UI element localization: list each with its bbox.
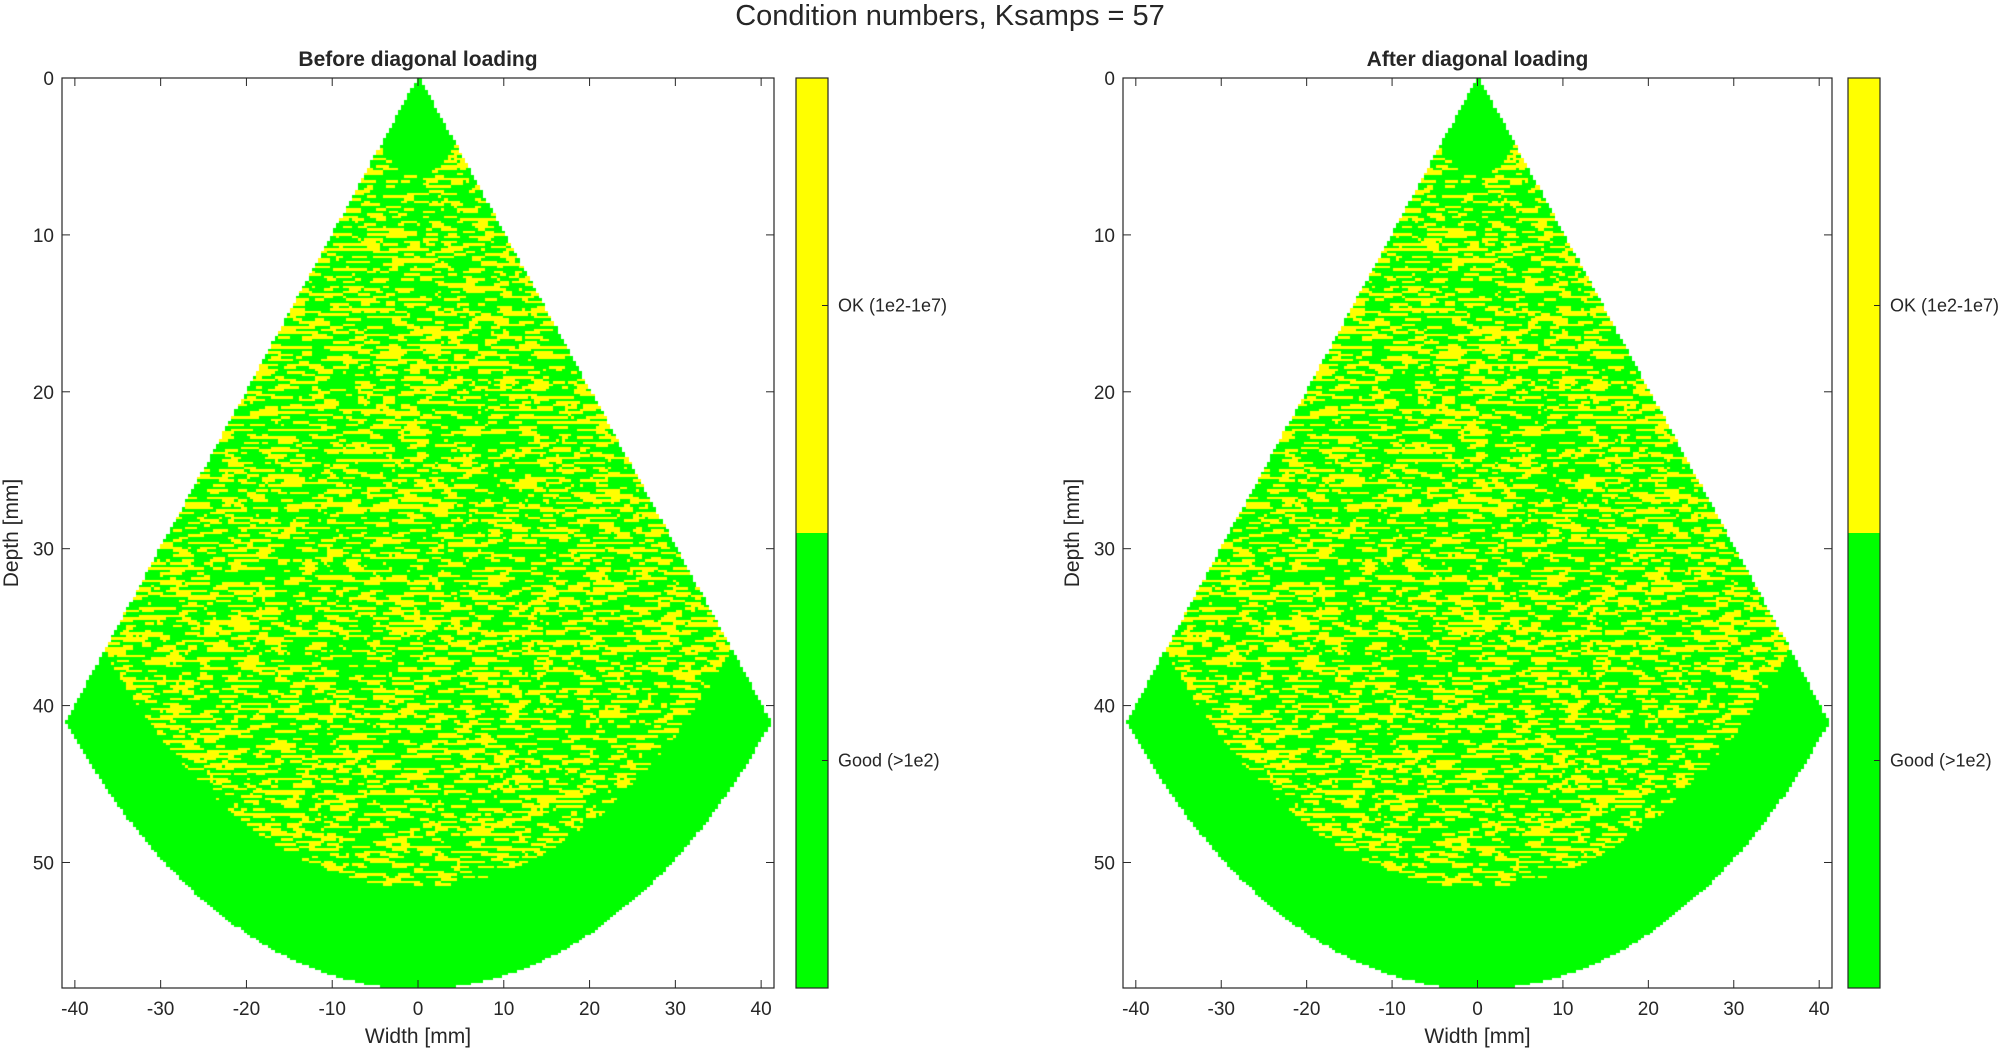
y-tick-label: 10 [1094, 226, 1115, 247]
y-axis-label: Depth [mm] [1061, 479, 1084, 588]
heatmap-image [1123, 78, 1832, 988]
x-tick-label: 10 [493, 999, 514, 1020]
x-tick-label: -20 [233, 999, 260, 1020]
x-tick-label: -30 [147, 999, 174, 1020]
y-tick-label: 20 [1094, 383, 1115, 404]
y-tick-label: 30 [1094, 540, 1115, 561]
y-tick-label: 50 [33, 853, 54, 874]
x-tick-label: 40 [1809, 999, 1830, 1020]
x-tick-label: 10 [1552, 999, 1573, 1020]
x-tick-label: -30 [1208, 999, 1235, 1020]
y-tick-label: 40 [33, 697, 54, 718]
y-tick-label: 10 [33, 226, 54, 247]
y-axis-label: Depth [mm] [0, 479, 23, 588]
colorbar-label: OK (1e2-1e7) [838, 296, 947, 316]
x-tick-label: 40 [751, 999, 772, 1020]
y-tick-label: 30 [33, 540, 54, 561]
colorbar-label: OK (1e2-1e7) [1890, 296, 1999, 316]
x-tick-label: 30 [665, 999, 686, 1020]
colorbar-box [795, 77, 829, 989]
panel-after-diagonal-loading: -40 -30 -20 -10 0 10 20 30 40 0 10 20 30 40 50 After di… [1061, 48, 1999, 1048]
colorbar-box [1847, 77, 1881, 989]
y-tick-label: 50 [1094, 853, 1115, 874]
figure-title: Condition numbers, Ksamps = 57 [735, 0, 1165, 32]
x-tick-label: 0 [413, 999, 424, 1020]
y-tick-label: 0 [1104, 69, 1115, 90]
x-tick-label: 20 [1638, 999, 1659, 1020]
heatmap-image [62, 78, 774, 988]
x-axis-label: Width [mm] [1424, 1025, 1530, 1048]
colorbar-label: Good (>1e2) [1890, 751, 1992, 771]
panel-title: Before diagonal loading [298, 48, 537, 71]
x-tick-label: -10 [1378, 999, 1405, 1020]
x-tick-label: 0 [1472, 999, 1483, 1020]
x-tick-label: -10 [318, 999, 345, 1020]
x-tick-label: -40 [61, 999, 88, 1020]
x-axis-label: Width [mm] [365, 1025, 471, 1048]
x-tick-label: 30 [1723, 999, 1744, 1020]
colorbar-label: Good (>1e2) [838, 751, 940, 771]
x-tick-label: -20 [1293, 999, 1320, 1020]
y-tick-label: 20 [33, 383, 54, 404]
panel-before-diagonal-loading: -40 -30 -20 -10 0 10 20 30 40 0 10 20 30 40 50 Before d… [0, 48, 947, 1048]
x-tick-label: 20 [579, 999, 600, 1020]
y-tick-label: 40 [1094, 697, 1115, 718]
y-tick-label: 0 [43, 69, 54, 90]
panel-title: After diagonal loading [1367, 48, 1589, 71]
x-tick-label: -40 [1122, 999, 1149, 1020]
